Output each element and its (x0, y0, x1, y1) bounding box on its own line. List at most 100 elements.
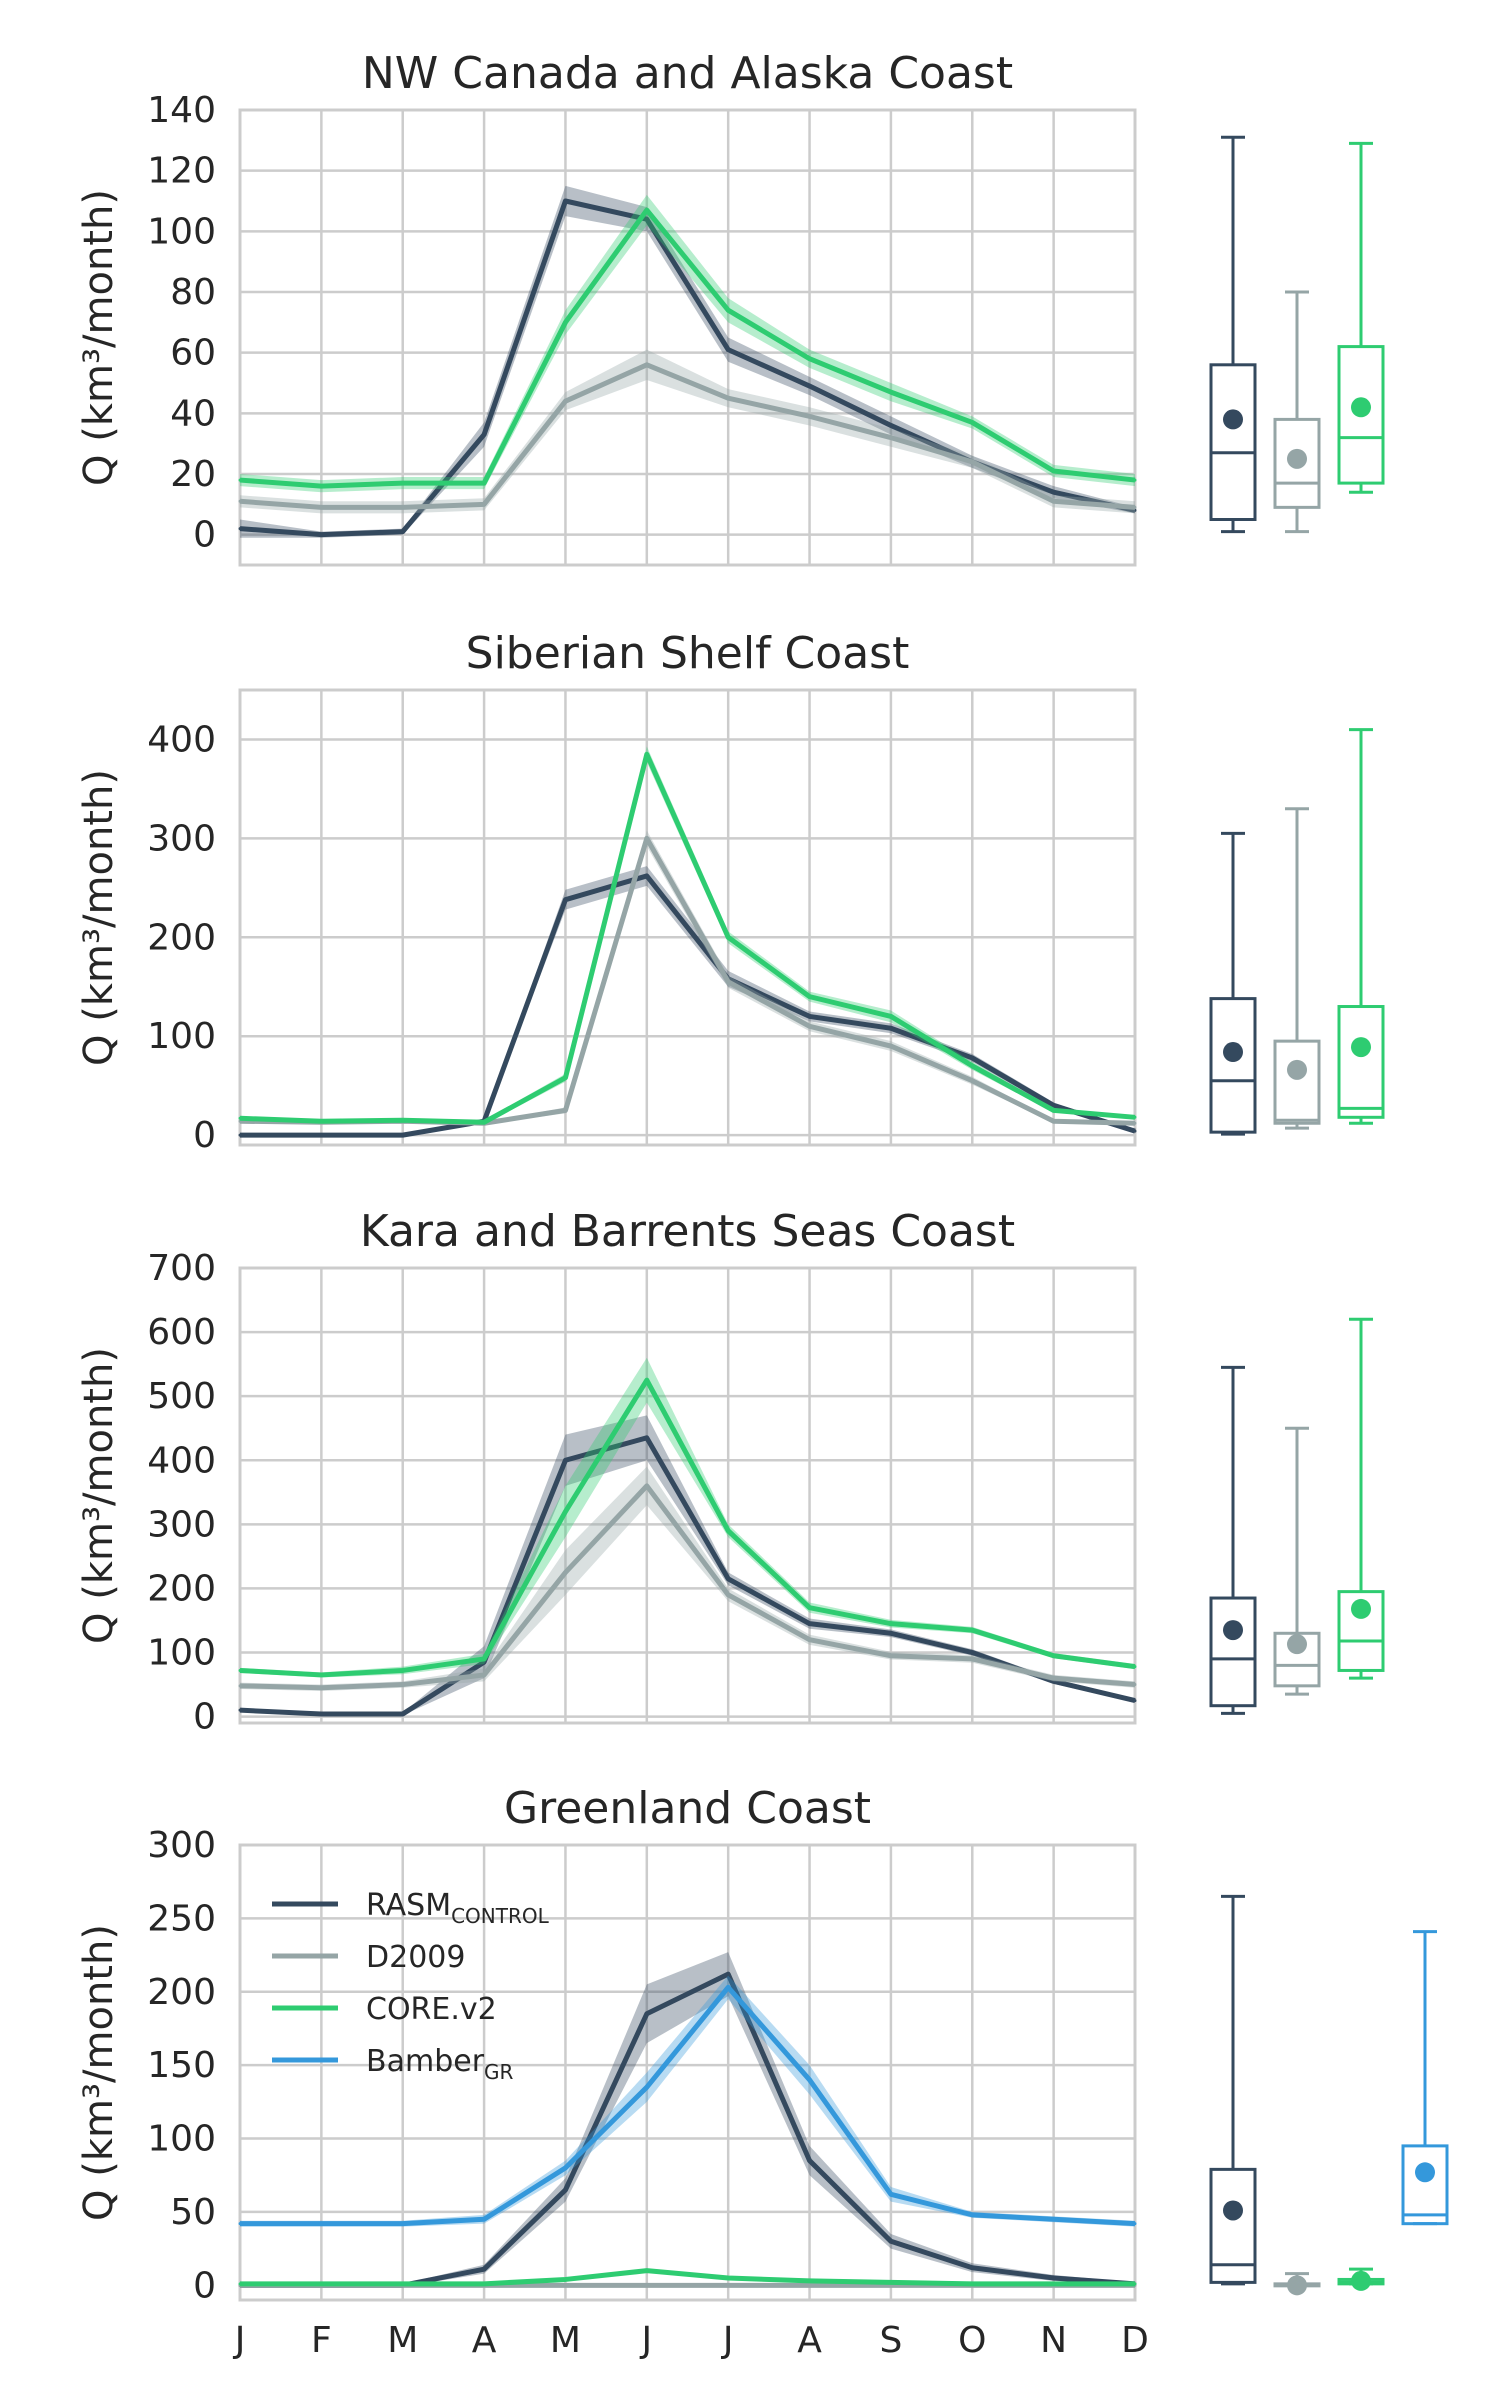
data-point-rasm-control (482, 2267, 486, 2271)
data-point-core-v2 (970, 1628, 974, 1632)
data-point-d2009 (645, 1484, 649, 1488)
x-tick-label: S (879, 2320, 902, 2361)
boxplot-core-v2 (1337, 728, 1385, 1125)
data-point-core-v2 (970, 2282, 974, 2286)
boxplot-d2009 (1273, 807, 1321, 1130)
data-point-d2009 (563, 1108, 567, 1112)
data-point-rasm-control (1133, 1699, 1137, 1703)
x-tick-label: O (958, 2320, 986, 2361)
box-mean-marker (1351, 1598, 1371, 1619)
data-point-rasm-control (563, 898, 567, 902)
y-tick-label: 600 (147, 1312, 216, 1353)
data-point-core-v2 (482, 1120, 486, 1124)
x-tick-label: A (472, 2320, 497, 2361)
series-line-core-v2 (239, 207, 1136, 489)
band-rasm-control (240, 1952, 1135, 2287)
y-tick-label: 400 (147, 1440, 216, 1481)
box-mean-marker (1287, 448, 1307, 469)
data-point-d2009 (726, 1593, 730, 1597)
data-point-rasm-control (970, 1056, 974, 1060)
box-iqr (1209, 2167, 1257, 2284)
data-point-d2009 (238, 1684, 242, 1688)
data-point-core-v2 (645, 2269, 649, 2273)
y-tick-label: 60 (170, 333, 216, 374)
panel-siberian-shelf-coast: Siberian Shelf Coast 0 100 200 300 400 Q (km³/… (76, 628, 1385, 1156)
panel-title: NW Canada and Alaska Coast (362, 48, 1013, 99)
x-tick-label: M (387, 2320, 418, 2361)
data-point-rasm-control (238, 1133, 242, 1137)
panel-title: Siberian Shelf Coast (466, 628, 910, 679)
data-point-d2009 (563, 2283, 567, 2287)
data-point-rasm-control (889, 2239, 893, 2243)
data-point-d2009 (1052, 499, 1056, 503)
y-tick-label: 80 (170, 272, 216, 313)
data-point-core-v2 (808, 995, 812, 999)
data-point-rasm-control (970, 1651, 974, 1655)
data-point-d2009 (808, 2283, 812, 2287)
boxplot-d2009 (1273, 290, 1321, 534)
y-tick-label: 100 (147, 211, 216, 252)
y-tick-label: 0 (193, 1697, 216, 1738)
y-tick-label: 20 (170, 454, 216, 495)
data-point-d2009 (970, 1079, 974, 1083)
y-tick-label: 0 (193, 515, 216, 556)
box-iqr (1273, 1039, 1321, 1125)
data-point-core-v2 (482, 2282, 486, 2286)
box-mean-marker (1287, 1059, 1307, 1080)
data-point-bambergr (401, 2222, 405, 2226)
data-point-d2009 (808, 1638, 812, 1642)
data-point-d2009 (726, 980, 730, 984)
data-point-core-v2 (401, 1668, 405, 1672)
legend-label-d2009: D2009 (366, 1940, 465, 1975)
data-point-d2009 (482, 502, 486, 506)
y-tick-label: 300 (147, 818, 216, 859)
y-tick-label: 120 (147, 151, 216, 192)
data-point-core-v2 (563, 1076, 567, 1080)
data-point-bambergr (726, 1985, 730, 1989)
data-point-d2009 (889, 1044, 893, 1048)
data-point-rasm-control (401, 530, 405, 534)
data-point-d2009 (889, 436, 893, 440)
data-point-rasm-control (726, 1972, 730, 1976)
legend-label-bamber: BamberGR (366, 2044, 514, 2084)
y-axis-label: Q (km³/month) (76, 1924, 122, 2221)
boxplot-bambergr (1401, 1930, 1449, 2226)
data-point-core-v2 (401, 1118, 405, 1122)
data-point-core-v2 (1052, 469, 1056, 473)
data-point-core-v2 (563, 1510, 567, 1514)
data-point-core-v2 (319, 1673, 323, 1677)
plot-frame (238, 108, 1137, 567)
band-d2009 (240, 830, 1135, 1125)
data-point-core-v2 (645, 752, 649, 756)
data-point-d2009 (563, 1570, 567, 1574)
data-point-rasm-control (1052, 2276, 1056, 2280)
y-tick-label: 100 (147, 1016, 216, 1057)
y-tick-label: 300 (147, 1504, 216, 1545)
boxplot-core-v2 (1337, 2267, 1385, 2291)
data-point-bambergr (1133, 2222, 1137, 2226)
legend-label-rasm: RASMCONTROL (366, 1888, 550, 1928)
y-tick-label: 300 (147, 1825, 216, 1866)
x-tick-label: M (550, 2320, 581, 2361)
data-point-core-v2 (1133, 2282, 1137, 2286)
data-point-core-v2 (726, 1529, 730, 1533)
y-tick-label: 0 (193, 1115, 216, 1156)
box-iqr (1209, 997, 1257, 1134)
data-point-d2009 (1052, 1676, 1056, 1680)
legend-label-subscript: CONTROL (451, 1904, 550, 1928)
data-point-rasm-control (238, 1708, 242, 1712)
legend-label-subscript: GR (484, 2060, 513, 2084)
data-point-core-v2 (482, 1657, 486, 1661)
data-point-core-v2 (970, 1064, 974, 1068)
data-point-rasm-control (238, 527, 242, 531)
data-point-core-v2 (563, 2277, 567, 2281)
band-core-v2 (240, 194, 1135, 493)
data-point-bambergr (563, 2166, 567, 2170)
panel-title: Greenland Coast (504, 1783, 871, 1834)
data-point-d2009 (1052, 1119, 1056, 1123)
data-point-d2009 (889, 1654, 893, 1658)
data-point-rasm-control (319, 1133, 323, 1137)
box-iqr (1337, 1005, 1385, 1119)
data-point-core-v2 (238, 1668, 242, 1672)
